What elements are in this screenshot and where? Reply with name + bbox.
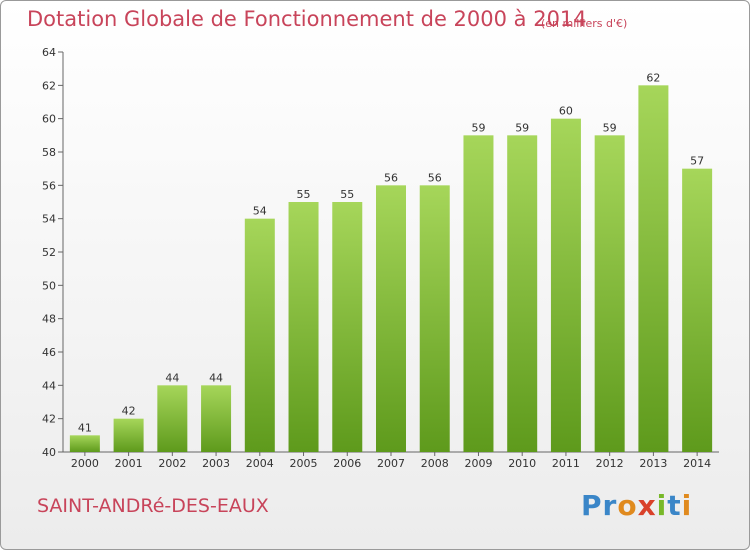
logo-letter: x: [637, 489, 657, 522]
bar: [332, 202, 363, 452]
logo-letter: r: [602, 489, 618, 522]
y-tick-label: 54: [42, 213, 56, 226]
bar: [69, 435, 100, 452]
x-tick-label: 2013: [639, 457, 667, 470]
data-label: 56: [428, 171, 442, 184]
y-tick-label: 48: [42, 313, 56, 326]
proxiti-logo: Proxiti: [581, 489, 692, 522]
data-label: 44: [165, 371, 179, 384]
bar-chart: 40 42 44 46 48 50 52 54 56 58 60 62 64 2000 2001 2002 20…: [42, 46, 719, 470]
x-tick-label: 2004: [246, 457, 274, 470]
y-tick-label: 64: [42, 46, 56, 59]
bar: [594, 135, 625, 453]
bar: [682, 168, 713, 452]
x-tick-label: 2002: [158, 457, 186, 470]
data-label: 56: [384, 171, 398, 184]
bar: [244, 218, 275, 452]
x-tick-label: 2010: [508, 457, 536, 470]
x-tick-label: 2003: [202, 457, 230, 470]
logo-letter: i: [681, 489, 693, 522]
bar: [201, 385, 232, 452]
x-tick-label: 2014: [683, 457, 711, 470]
x-tick-label: 2009: [464, 457, 492, 470]
bar: [157, 385, 188, 452]
bar: [550, 118, 581, 453]
chart-subtitle: (en milliers d'€): [541, 17, 628, 30]
data-label: 59: [603, 121, 617, 134]
logo-letter: o: [617, 489, 638, 522]
data-label: 59: [471, 121, 485, 134]
bar: [288, 202, 319, 452]
bar: [463, 135, 494, 453]
y-tick-label: 56: [42, 179, 56, 192]
y-tick-label: 40: [42, 446, 56, 459]
x-tick-label: 2012: [596, 457, 624, 470]
data-label: 42: [122, 405, 136, 418]
y-tick-label: 44: [42, 379, 56, 392]
commune-name: SAINT-ANDRé-DES-EAUX: [37, 495, 269, 517]
data-label: 57: [690, 155, 704, 168]
bar: [419, 185, 450, 453]
y-tick-label: 42: [42, 413, 56, 426]
x-tick-label: 2000: [71, 457, 99, 470]
y-tick-label: 50: [42, 279, 56, 292]
x-tick-label: 2007: [377, 457, 405, 470]
x-tick-label: 2005: [290, 457, 318, 470]
y-tick-label: 62: [42, 79, 56, 92]
data-label: 62: [646, 71, 660, 84]
data-label: 41: [78, 421, 92, 434]
logo-letter: t: [667, 489, 682, 522]
x-tick-label: 2011: [552, 457, 580, 470]
y-tick-label: 52: [42, 246, 56, 259]
y-tick-label: 60: [42, 113, 56, 126]
logo-letter: P: [581, 489, 603, 522]
data-label: 55: [340, 188, 354, 201]
bar: [507, 135, 538, 453]
bar: [113, 418, 144, 452]
data-label: 55: [297, 188, 311, 201]
bar: [376, 185, 406, 453]
data-label: 59: [515, 121, 529, 134]
y-tick-label: 58: [42, 146, 56, 159]
data-label: 54: [253, 205, 267, 218]
chart-title: Dotation Globale de Fonctionnement de 20…: [27, 7, 587, 31]
x-tick-label: 2008: [421, 457, 449, 470]
y-tick-label: 46: [42, 346, 56, 359]
bar: [638, 85, 669, 452]
data-label: 44: [209, 371, 223, 384]
logo-letter: i: [656, 489, 668, 522]
x-tick-label: 2001: [115, 457, 143, 470]
x-tick-label: 2006: [333, 457, 361, 470]
data-label: 60: [559, 105, 573, 118]
